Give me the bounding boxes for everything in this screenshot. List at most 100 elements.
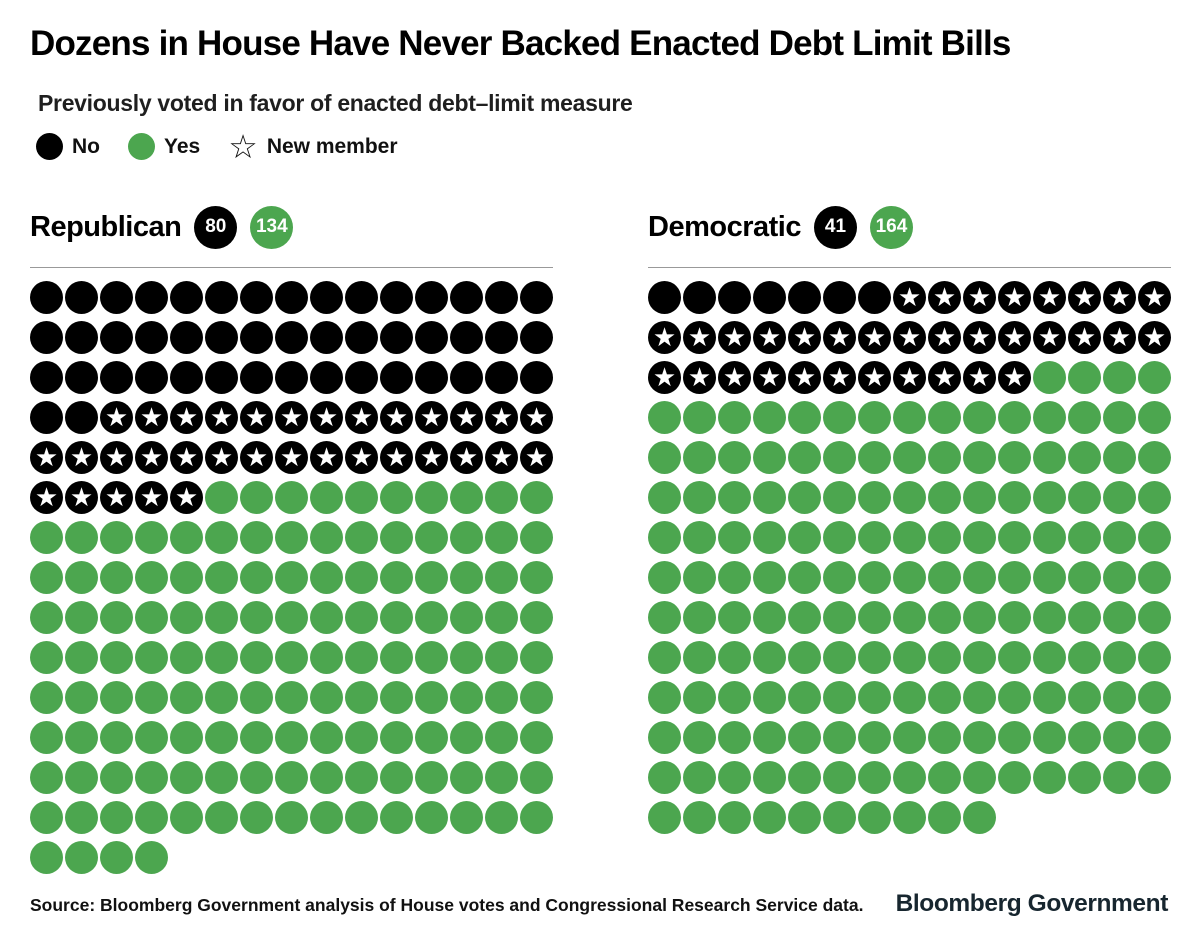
yes-dot	[30, 641, 63, 674]
no-new-member-dot: ★	[205, 401, 238, 434]
yes-dot	[1033, 601, 1066, 634]
yes-dot	[415, 561, 448, 594]
yes-dot	[928, 681, 961, 714]
yes-dot	[205, 641, 238, 674]
yes-dot	[1138, 721, 1171, 754]
yes-dot	[275, 641, 308, 674]
yes-dot	[1138, 361, 1171, 394]
yes-dot	[718, 561, 751, 594]
yes-dot	[718, 481, 751, 514]
yes-dot	[170, 561, 203, 594]
yes-dot	[30, 841, 63, 874]
yes-dot	[415, 761, 448, 794]
yes-dot	[893, 761, 926, 794]
no-new-member-dot: ★	[310, 441, 343, 474]
no-dot	[65, 281, 98, 314]
yes-dot	[788, 641, 821, 674]
yes-dot	[275, 681, 308, 714]
yes-dot	[345, 601, 378, 634]
no-dot	[753, 281, 786, 314]
yes-dot	[823, 721, 856, 754]
yes-dot	[683, 801, 716, 834]
yes-dot	[1103, 401, 1136, 434]
no-new-member-dot: ★	[135, 481, 168, 514]
yes-dot	[1068, 721, 1101, 754]
yes-dot	[205, 561, 238, 594]
yes-dot	[1138, 561, 1171, 594]
no-new-member-dot: ★	[450, 401, 483, 434]
yes-dot	[718, 601, 751, 634]
yes-dot	[205, 801, 238, 834]
no-new-member-dot: ★	[485, 441, 518, 474]
yes-dot	[1068, 601, 1101, 634]
yes-dot	[100, 841, 133, 874]
dot-row	[648, 801, 1171, 834]
yes-dot	[753, 601, 786, 634]
yes-dot	[415, 601, 448, 634]
no-dot	[788, 281, 821, 314]
democratic-panel-title: Democratic	[648, 210, 801, 243]
no-new-member-dot: ★	[100, 401, 133, 434]
yes-dot	[998, 481, 1031, 514]
no-new-member-dot: ★	[240, 441, 273, 474]
yes-dot	[520, 761, 553, 794]
republican-yes-count-badge: 134	[250, 205, 294, 249]
yes-dot	[135, 521, 168, 554]
no-new-member-dot: ★	[380, 401, 413, 434]
yes-dot	[683, 561, 716, 594]
no-new-member-dot: ★	[683, 321, 716, 354]
yes-dot	[648, 601, 681, 634]
yes-dot	[1033, 361, 1066, 394]
yes-dot	[788, 801, 821, 834]
yes-dot	[1138, 761, 1171, 794]
yes-dot	[788, 721, 821, 754]
no-dot	[858, 281, 891, 314]
no-new-member-dot: ★	[30, 441, 63, 474]
yes-dot	[998, 521, 1031, 554]
panels-container: Republican 80 134 ★ ★ ★ ★ ★ ★ ★ ★ ★ ★ ★ ★ ★ ★ ★ ★ ★ ★ ★ ★ ★ ★…	[30, 205, 1171, 881]
yes-dot	[753, 401, 786, 434]
yes-dot	[893, 441, 926, 474]
dot-row	[30, 561, 553, 594]
yes-dot	[718, 641, 751, 674]
no-new-member-dot: ★	[65, 481, 98, 514]
no-dot	[275, 361, 308, 394]
no-dot	[485, 281, 518, 314]
no-new-member-dot: ★	[1033, 321, 1066, 354]
yes-dot	[275, 521, 308, 554]
yes-dot	[1068, 561, 1101, 594]
yes-dot	[170, 801, 203, 834]
no-dot	[240, 361, 273, 394]
yes-dot	[753, 681, 786, 714]
yes-dot	[450, 801, 483, 834]
no-new-member-dot: ★	[520, 441, 553, 474]
no-new-member-dot: ★	[1068, 321, 1101, 354]
yes-dot	[450, 481, 483, 514]
no-new-member-dot: ★	[963, 321, 996, 354]
no-new-member-dot: ★	[753, 361, 786, 394]
republican-panel-title: Republican	[30, 210, 182, 243]
yes-dot	[100, 641, 133, 674]
yes-dot	[1068, 681, 1101, 714]
yes-dot	[520, 561, 553, 594]
yes-dot	[1068, 761, 1101, 794]
yes-dot	[240, 521, 273, 554]
no-dot	[380, 361, 413, 394]
yes-dot	[205, 761, 238, 794]
yes-dot	[1138, 401, 1171, 434]
no-new-member-dot: ★	[963, 281, 996, 314]
no-dot	[240, 281, 273, 314]
republican-divider-line	[30, 267, 553, 268]
yes-dot	[135, 841, 168, 874]
yes-dot	[30, 681, 63, 714]
no-new-member-dot: ★	[1068, 281, 1101, 314]
yes-dot	[928, 521, 961, 554]
yes-dot	[30, 521, 63, 554]
yes-dot	[1103, 441, 1136, 474]
no-new-member-dot: ★	[823, 321, 856, 354]
yes-dot	[1103, 561, 1136, 594]
yes-dot	[415, 801, 448, 834]
no-dot	[415, 321, 448, 354]
no-new-member-dot: ★	[858, 361, 891, 394]
